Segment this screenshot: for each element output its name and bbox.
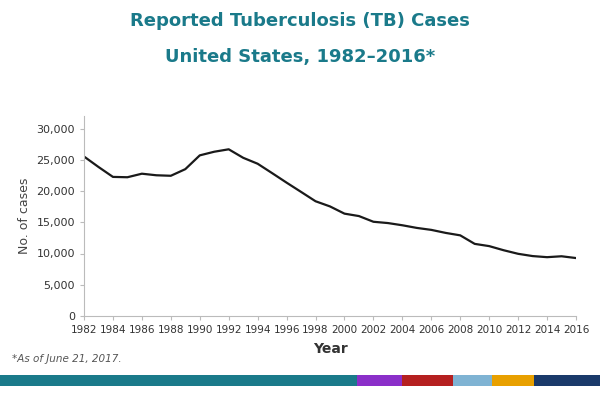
Y-axis label: No. of cases: No. of cases bbox=[18, 178, 31, 254]
Text: Reported Tuberculosis (TB) Cases: Reported Tuberculosis (TB) Cases bbox=[130, 12, 470, 30]
Text: United States, 1982–2016*: United States, 1982–2016* bbox=[165, 48, 435, 66]
X-axis label: Year: Year bbox=[313, 342, 347, 356]
Text: *As of June 21, 2017.: *As of June 21, 2017. bbox=[12, 354, 122, 364]
